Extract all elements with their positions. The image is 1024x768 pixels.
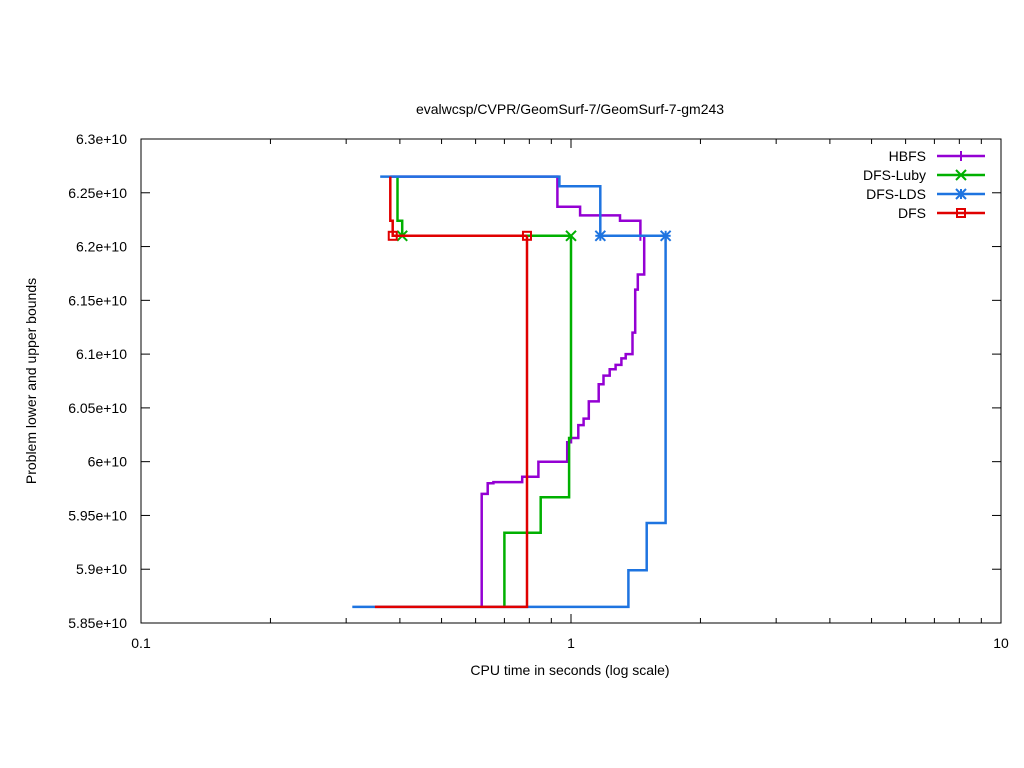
series-marker — [594, 230, 607, 242]
x-axis-label: CPU time in seconds (log scale) — [470, 662, 669, 678]
legend: HBFS DFS-Luby DFS-LDS DFS — [863, 148, 985, 221]
series-line-upper — [390, 175, 642, 236]
y-axis-label: Problem lower and upper bounds — [23, 278, 39, 484]
series-marker — [387, 230, 398, 241]
series-line-lower — [352, 235, 667, 609]
legend-item-dfs: DFS — [898, 205, 985, 221]
series-line-upper — [380, 175, 666, 238]
y-tick-label: 5.95e+10 — [68, 507, 127, 523]
y-tick-label: 6.2e+10 — [76, 239, 127, 255]
series-dfs — [374, 176, 532, 609]
legend-item-dfs-luby: DFS-Luby — [863, 167, 985, 183]
y-tick-label: 6.05e+10 — [68, 400, 127, 416]
series-dfs-lds — [352, 175, 672, 609]
y-tick-label: 5.9e+10 — [76, 561, 127, 577]
x-tick-label: 0.1 — [131, 635, 151, 651]
series-line-upper — [389, 176, 527, 238]
series-marker — [565, 230, 577, 242]
series-line-lower — [480, 235, 646, 607]
legend-item-hbfs: HBFS — [889, 148, 985, 164]
legend-marker — [955, 169, 967, 181]
series-marker — [659, 230, 672, 242]
legend-item-dfs-lds: DFS-LDS — [866, 186, 985, 202]
axes: 0.1 1 10 5.85e+10 5.9e+10 5.95e+10 6e+10 6.05e+… — [68, 131, 1009, 651]
legend-marker — [956, 208, 966, 218]
y-tick-label: 6.25e+10 — [68, 185, 127, 201]
plot-area — [352, 175, 672, 609]
y-tick-label: 6.3e+10 — [76, 131, 127, 147]
series-line-lower — [374, 235, 529, 609]
y-tick-label: 6.1e+10 — [76, 346, 127, 362]
x-tick-label: 10 — [993, 635, 1009, 651]
y-tick-label: 6e+10 — [88, 454, 128, 470]
series-line-lower — [503, 235, 573, 607]
series-marker — [521, 230, 532, 241]
y-tick-label: 6.15e+10 — [68, 292, 127, 308]
x-tick-label: 1 — [567, 635, 575, 651]
legend-label: DFS-LDS — [866, 186, 926, 202]
chart-title: evalwcsp/CVPR/GeomSurf-7/GeomSurf-7-gm24… — [416, 101, 724, 117]
legend-label: HBFS — [889, 148, 926, 164]
legend-label: DFS-Luby — [863, 167, 926, 183]
legend-marker — [955, 188, 967, 200]
legend-marker — [956, 151, 966, 161]
y-tick-label: 5.85e+10 — [68, 615, 127, 631]
legend-label: DFS — [898, 205, 926, 221]
